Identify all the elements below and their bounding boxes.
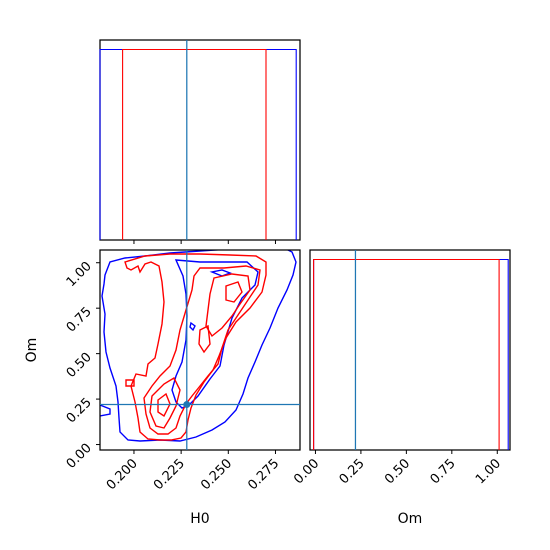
h0-marginal-panel [99,39,301,244]
om-xtick-label-3: 0.75 [428,456,459,487]
om-marginal-frame [309,249,511,451]
joint-ytick-label-2: 0.50 [64,350,95,381]
om-xtick-label-1: 0.25 [337,456,368,487]
joint-xtick-label-2: 0.250 [198,456,235,493]
xlabel-om: Om [398,511,423,527]
joint-ytick-label-1: 0.25 [64,395,95,426]
om-marginal-panel: 0.00 0.25 0.50 0.75 1.00 Om [291,249,511,527]
om-marginal-ticks: 0.00 0.25 0.50 0.75 1.00 [291,450,504,487]
contour-red-inner-b [198,324,211,354]
contour-red-loop-left [125,379,135,387]
joint-contours [100,250,297,442]
om-xtick-label-2: 0.50 [382,456,413,487]
joint-xtick-label-3: 0.275 [245,456,282,493]
xlabel-h0: H0 [190,511,209,527]
joint-xtick-label-1: 0.225 [151,456,188,493]
joint-ytick-label-4: 1.00 [64,259,95,290]
histogram-series-blue [313,258,509,450]
ylabel-om: Om [24,338,40,363]
joint-truth-lines [100,250,300,450]
contour-red-inner-c [157,392,171,418]
contour-red-mid [143,265,261,435]
joint-frame [99,249,301,451]
truth-point [183,401,191,409]
joint-ytick-label-3: 0.75 [64,304,95,335]
histogram-series-red [122,48,267,240]
histogram-series-red [313,258,500,450]
contour-blue-small-1 [209,269,232,277]
om-marginal-histograms [313,250,509,450]
joint-panel: 0.200 0.225 0.250 0.275 0.00 0.25 0.50 0.75 1.00… [24,249,301,527]
contour-red-third-b [149,377,181,429]
h0-marginal-frame [99,39,301,241]
contour-blue-outer [101,250,297,442]
contour-red-third [205,273,251,338]
contour-blue-small-2 [189,321,196,332]
contour-red-inner-a [225,281,243,303]
contour-blue-inner-left [100,404,111,417]
h0-marginal-histograms [99,40,297,240]
joint-ytick-label-0: 0.00 [64,441,95,472]
h0-marginal-ticks [133,240,276,244]
om-xtick-label-4: 1.00 [473,456,504,487]
histogram-series-blue [99,48,297,240]
contour-red-outer [124,253,267,441]
joint-xtick-label-0: 0.200 [104,456,141,493]
om-xtick-label-0: 0.00 [291,456,322,487]
